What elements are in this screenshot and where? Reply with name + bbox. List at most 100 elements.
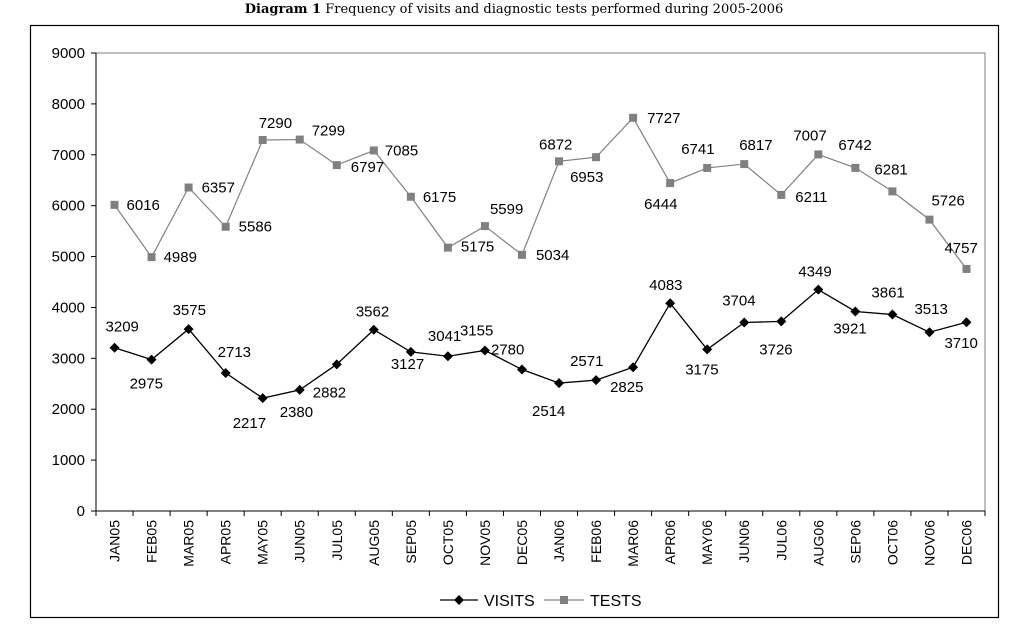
x-axis: JAN05 FEB05 MAR05 APR05 MAY05 JUN05 JUL05 AUG05… — [95, 511, 986, 567]
legend-marker-tests — [560, 596, 568, 604]
visits-point — [554, 378, 565, 389]
x-tick-label: APR05 — [218, 520, 234, 565]
x-tick-label: MAY06 — [699, 520, 715, 565]
data-label-tests: 7290 — [259, 115, 292, 132]
x-tick-label: DEC05 — [514, 520, 530, 565]
y-tick-label: 0 — [77, 503, 85, 520]
legend-marker-visits — [454, 595, 464, 605]
visits-point — [405, 346, 416, 357]
data-label-visits: 3861 — [871, 285, 904, 302]
data-label-tests: 7727 — [647, 110, 680, 127]
y-tick-label: 1000 — [52, 452, 85, 469]
visits-point — [628, 362, 639, 373]
visits-point — [702, 344, 713, 355]
visits-point — [368, 324, 379, 335]
tests-point — [851, 163, 860, 172]
visits-point — [776, 316, 787, 327]
x-tick-label: NOV05 — [477, 520, 493, 566]
data-label-visits: 3704 — [722, 293, 755, 310]
chart-title: Diagram 1 Frequency of visits and diagno… — [0, 2, 1028, 17]
visits-point — [183, 324, 194, 335]
visits-point — [665, 298, 676, 309]
x-tick-label: APR06 — [662, 520, 678, 565]
chart-frame — [29, 24, 1000, 619]
y-tick-label: 8000 — [52, 96, 85, 113]
data-label-tests: 6742 — [838, 137, 871, 154]
visits-point — [331, 359, 342, 370]
data-label-tests: 6016 — [127, 197, 160, 214]
tests-point — [814, 150, 823, 159]
visits-point — [516, 364, 527, 375]
data-label-visits: 3175 — [685, 361, 718, 378]
visits-point — [257, 393, 268, 404]
data-label-visits: 2882 — [313, 384, 346, 401]
tests-point — [629, 113, 638, 122]
data-label-tests: 7299 — [312, 123, 345, 140]
tests-point — [703, 163, 712, 172]
chart-title-text: Frequency of visits and diagnostic tests… — [325, 2, 784, 17]
x-tick-label: AUG05 — [366, 520, 382, 566]
x-tick-label: MAR05 — [181, 520, 197, 567]
x-tick-label: JUL06 — [773, 520, 789, 561]
tests-point — [406, 192, 415, 201]
x-tick-label: JUL05 — [329, 520, 345, 561]
y-tick-label: 2000 — [52, 401, 85, 418]
x-tick-label: SEP06 — [847, 520, 863, 564]
plot-area-border — [95, 52, 986, 512]
data-label-visits: 3710 — [944, 335, 977, 352]
x-tick-label: JUN05 — [292, 520, 308, 563]
data-label-visits: 3209 — [106, 319, 139, 336]
visits-point — [146, 354, 157, 365]
tests-point — [258, 136, 267, 145]
tests-point — [332, 161, 341, 170]
data-label-visits: 2780 — [491, 342, 524, 359]
data-label-tests: 6817 — [739, 137, 772, 154]
data-label-visits: 2217 — [233, 415, 266, 432]
tests-point — [443, 243, 452, 252]
x-tick-label: MAY05 — [255, 520, 271, 565]
data-label-tests: 5034 — [536, 247, 569, 264]
data-label-tests: 4757 — [944, 240, 977, 257]
data-label-visits: 3155 — [460, 322, 493, 339]
data-label-visits: 2975 — [130, 376, 163, 393]
y-tick-label: 5000 — [52, 249, 85, 266]
tests-point — [110, 200, 119, 209]
visits-point — [924, 327, 935, 338]
data-label-visits: 2571 — [570, 353, 603, 370]
chart-title-bold: Diagram 1 — [244, 2, 322, 17]
tests-point — [480, 222, 489, 231]
data-label-visits: 3513 — [914, 301, 947, 318]
data-label-tests: 6872 — [539, 136, 572, 153]
data-label-visits: 3041 — [428, 328, 461, 345]
data-label-visits: 2713 — [218, 344, 251, 361]
data-label-tests: 6175 — [423, 189, 456, 206]
data-label-tests: 7007 — [793, 127, 826, 144]
data-label-tests: 7085 — [385, 142, 418, 159]
data-label-tests: 6444 — [644, 196, 677, 213]
visits-point — [739, 317, 750, 328]
data-label-tests: 5726 — [931, 193, 964, 210]
legend-label-tests: TESTS — [590, 593, 642, 610]
series-group — [109, 113, 972, 404]
tests-point — [555, 157, 564, 166]
data-label-visits: 2825 — [610, 379, 643, 396]
data-label-visits: 3575 — [173, 302, 206, 319]
data-label-tests: 6357 — [202, 179, 235, 196]
x-tick-label: MAR06 — [625, 520, 641, 567]
x-tick-label: NOV06 — [921, 520, 937, 566]
data-label-tests: 5175 — [461, 239, 494, 256]
tests-point — [888, 187, 897, 196]
y-tick-label: 7000 — [52, 147, 85, 164]
tests-point — [221, 222, 230, 231]
x-tick-label: JAN05 — [107, 520, 123, 562]
tests-point — [925, 215, 934, 224]
data-label-visits: 3921 — [833, 320, 866, 337]
x-tick-label: OCT06 — [884, 520, 900, 565]
y-tick-label: 4000 — [52, 299, 85, 316]
data-label-visits: 3562 — [356, 304, 389, 321]
visits-point — [961, 317, 972, 328]
tests-point — [666, 179, 675, 188]
tests-point — [184, 183, 193, 192]
x-tick-label: FEB06 — [588, 520, 604, 563]
data-label-tests: 6797 — [351, 159, 384, 176]
